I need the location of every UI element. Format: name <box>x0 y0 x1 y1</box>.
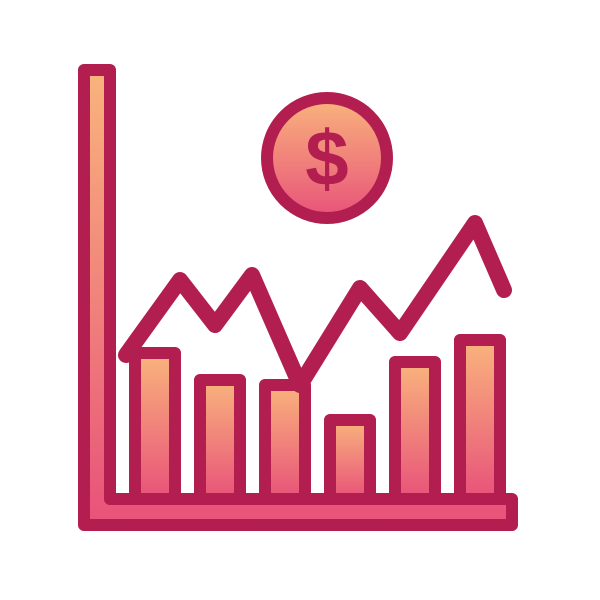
dollar-sign: $ <box>305 114 348 202</box>
dollar-coin-icon: $ <box>267 98 387 218</box>
financial-chart-icon: $ <box>0 0 600 600</box>
trend-line <box>126 223 504 385</box>
